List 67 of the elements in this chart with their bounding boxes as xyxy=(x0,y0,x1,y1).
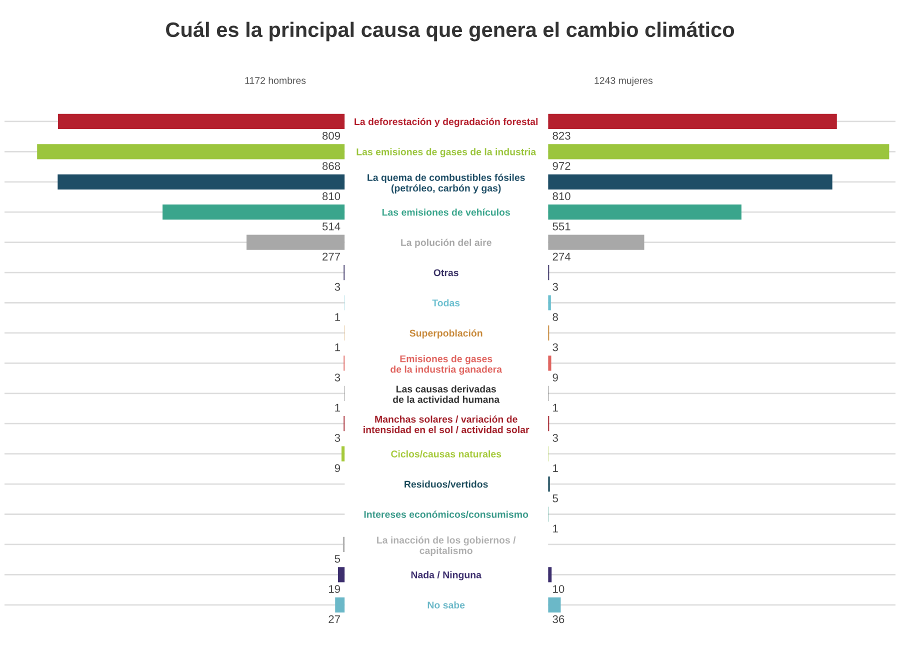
bar xyxy=(58,174,345,190)
y-tick-label: Intereses económicos/consumismo xyxy=(364,510,528,518)
y-tick-label: Las emisiones de vehículos xyxy=(382,208,510,216)
bar xyxy=(58,114,345,130)
data-label: 19 xyxy=(329,585,340,593)
bar xyxy=(548,144,890,160)
y-tick-label: Emisiones de gases de la industria ganadera xyxy=(390,355,502,375)
bar xyxy=(548,295,551,310)
bar xyxy=(548,597,561,612)
data-label: 1 xyxy=(553,524,558,532)
data-label: 36 xyxy=(552,615,564,624)
data-label: 9 xyxy=(552,374,558,382)
data-label: 27 xyxy=(328,615,340,624)
y-tick-label: Las causas derivadas de la actividad humana xyxy=(393,385,500,403)
bar xyxy=(335,597,345,612)
data-label: 9 xyxy=(334,464,340,472)
y-tick-label: Manchas solares / variación de intensidad en el sol / actividad solar xyxy=(364,415,530,434)
data-label: 1 xyxy=(553,404,558,412)
data-label: 5 xyxy=(552,494,558,502)
data-label: 3 xyxy=(334,282,340,291)
data-label: 809 xyxy=(322,132,340,140)
data-label: 8 xyxy=(552,313,558,322)
data-label: 5 xyxy=(334,554,340,563)
bar xyxy=(37,144,345,160)
data-label: 277 xyxy=(322,252,340,260)
y-tick-label: Ciclos/causas naturales xyxy=(391,450,502,458)
bar xyxy=(548,174,832,190)
data-label: 810 xyxy=(322,192,340,200)
y-tick-label: La quema de combustibles fósiles (petróleo, carbón y gas) xyxy=(368,174,525,194)
data-label: 1 xyxy=(335,343,340,352)
data-label: 10 xyxy=(553,585,564,593)
y-tick-label: Superpoblación xyxy=(410,329,482,339)
y-tick-label: Las emisiones de gases de la industria xyxy=(356,148,536,158)
bar xyxy=(548,204,742,220)
data-label: 810 xyxy=(552,192,570,200)
y-tick-label: Otras xyxy=(434,269,458,276)
y-tick-label: La deforestación y degradación forestal xyxy=(354,118,538,128)
data-label: 868 xyxy=(322,162,340,170)
y-tick-label: No sabe xyxy=(428,601,465,609)
data-label: 1 xyxy=(335,313,340,321)
y-tick-label: Residuos/vertidos xyxy=(404,480,488,488)
data-label: 3 xyxy=(552,282,558,291)
data-label: 514 xyxy=(322,222,340,230)
data-label: 3 xyxy=(552,434,558,442)
data-label: 1 xyxy=(335,404,340,412)
data-label: 551 xyxy=(552,222,570,230)
y-tick-label: La polución del aire xyxy=(401,238,492,248)
y-tick-label: La inacción de los gobiernos / capitalismo xyxy=(377,536,516,556)
chart-subtitle: 1172 hombres xyxy=(245,76,306,84)
bar xyxy=(548,234,644,250)
bar xyxy=(246,234,345,250)
data-label: 823 xyxy=(552,132,570,140)
y-tick-label: Todas xyxy=(432,299,460,306)
data-label: 3 xyxy=(334,374,340,382)
data-label: 3 xyxy=(334,434,340,442)
data-label: 3 xyxy=(552,343,558,352)
data-label: 972 xyxy=(552,162,570,170)
bar xyxy=(338,567,345,582)
chart-subtitle: 1243 mujeres xyxy=(594,76,653,86)
bar xyxy=(548,114,837,130)
data-label: 1 xyxy=(553,464,558,472)
bar xyxy=(162,204,345,220)
y-tick-label: Nada / Ninguna xyxy=(411,571,482,580)
data-label: 274 xyxy=(552,252,570,260)
bar xyxy=(342,446,345,462)
bar xyxy=(548,356,552,371)
text: Cuál es la principal causa que genera el cambio climático xyxy=(166,22,734,42)
